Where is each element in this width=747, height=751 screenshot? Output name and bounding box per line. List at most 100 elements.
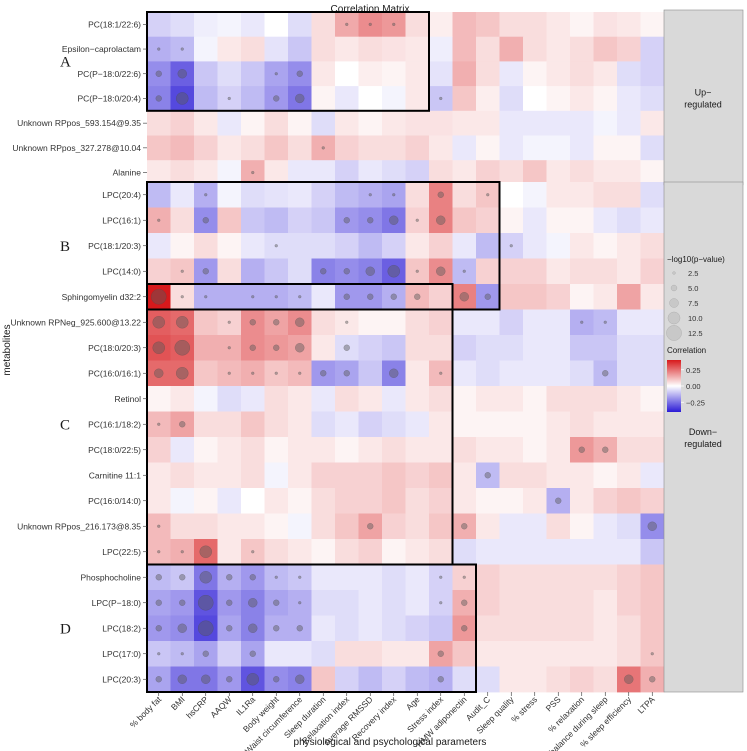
heatmap-cell (335, 135, 359, 161)
heatmap-cell (499, 437, 524, 463)
heatmap-cell (640, 488, 665, 514)
heatmap-cell (499, 564, 524, 591)
significance-dot (204, 295, 208, 299)
heatmap-cell (523, 182, 547, 208)
significance-dot (226, 625, 233, 632)
heatmap-cell (593, 641, 618, 667)
heatmap-cell (617, 360, 641, 387)
heatmap-cell (617, 160, 641, 186)
x-tick-label: % body fat (128, 694, 164, 730)
heatmap-cell (241, 564, 265, 591)
significance-dot (157, 47, 161, 51)
heatmap-cell (264, 309, 289, 336)
heatmap-cell (241, 86, 265, 112)
y-tick-label: Sphingomyelin d32:2 (62, 292, 142, 302)
significance-dot (273, 95, 280, 102)
heatmap-cell (452, 437, 477, 463)
significance-dot (321, 146, 325, 150)
heatmap-cell (241, 309, 265, 336)
heatmap-cell (358, 564, 383, 591)
heatmap-cell (194, 12, 218, 38)
heatmap-cell (358, 411, 383, 438)
heatmap-cell (311, 233, 336, 259)
size-legend-dot (666, 325, 682, 341)
heatmap-cell (499, 160, 524, 186)
heatmap-cell (264, 641, 289, 667)
heatmap-cell (358, 284, 383, 310)
heatmap-cell (617, 309, 641, 336)
heatmap-cell (194, 135, 218, 161)
heatmap-cell (452, 182, 477, 208)
heatmap-cell (452, 233, 477, 259)
heatmap-cell (640, 666, 665, 693)
significance-dot (462, 575, 466, 579)
size-legend-label: 2.5 (688, 269, 698, 278)
heatmap-cell (452, 12, 477, 38)
significance-dot (484, 472, 491, 479)
heatmap-cell (452, 641, 477, 667)
heatmap-cell (194, 615, 218, 642)
heatmap-cell (476, 564, 500, 591)
heatmap-cell (593, 488, 618, 514)
heatmap-cell (640, 360, 665, 387)
significance-dot (180, 550, 184, 554)
heatmap-cell (405, 437, 430, 463)
heatmap-cell (640, 539, 665, 565)
heatmap-cell (405, 207, 430, 234)
significance-dot (199, 571, 212, 584)
heatmap-cell (452, 615, 477, 642)
heatmap-cell (523, 233, 547, 259)
heatmap-cell (476, 135, 500, 161)
heatmap-cell (429, 411, 453, 438)
heatmap-cell (570, 284, 594, 310)
heatmap-cell (452, 86, 477, 112)
heatmap-cell (382, 666, 406, 693)
heatmap-cell (523, 36, 547, 62)
significance-dot (462, 269, 466, 273)
heatmap-cell (452, 110, 477, 136)
significance-dot (249, 574, 256, 581)
significance-dot (249, 344, 256, 351)
heatmap-cell (546, 233, 571, 259)
significance-dot (298, 371, 302, 375)
heatmap-cell (194, 641, 218, 667)
heatmap-cell (194, 437, 218, 463)
heatmap-cell (288, 539, 312, 565)
y-tick-label: PC(16:1/18:2) (88, 419, 141, 429)
heatmap-cell (617, 462, 641, 489)
heatmap-cell (523, 615, 547, 642)
heatmap-cell (194, 207, 218, 234)
heatmap-cell (335, 110, 359, 136)
heatmap-cell (264, 564, 289, 591)
heatmap-cell (499, 590, 524, 616)
size-legend-label: 10.0 (688, 314, 703, 323)
heatmap-cell (241, 335, 265, 361)
heatmap-cell (499, 258, 524, 285)
color-legend-tick-label: 0.25 (686, 366, 701, 375)
significance-dot (295, 674, 305, 684)
heatmap-cell (194, 488, 218, 514)
chart-title: Correlation Matrix (331, 4, 410, 15)
color-legend-tick-label: −0.25 (686, 398, 705, 407)
heatmap-cell (617, 666, 641, 693)
significance-dot (415, 218, 419, 222)
heatmap-cell (194, 284, 218, 310)
heatmap-cell (452, 335, 477, 361)
heatmap-cell (429, 160, 453, 186)
heatmap-cell (217, 160, 242, 186)
heatmap-cell (523, 258, 547, 285)
heatmap-cell (288, 61, 312, 87)
heatmap-cell (617, 513, 641, 540)
significance-dot (157, 218, 161, 222)
heatmap-cell (593, 590, 618, 616)
heatmap-cell (452, 564, 477, 591)
heatmap-cell (617, 386, 641, 412)
heatmap-cell (476, 462, 500, 489)
heatmap-cell (546, 86, 571, 112)
significance-dot (320, 268, 327, 275)
heatmap-cell (217, 61, 242, 87)
heatmap-cell (499, 513, 524, 540)
heatmap-cell (640, 160, 665, 186)
heatmap-cell (264, 360, 289, 387)
heatmap-cell (570, 462, 594, 489)
